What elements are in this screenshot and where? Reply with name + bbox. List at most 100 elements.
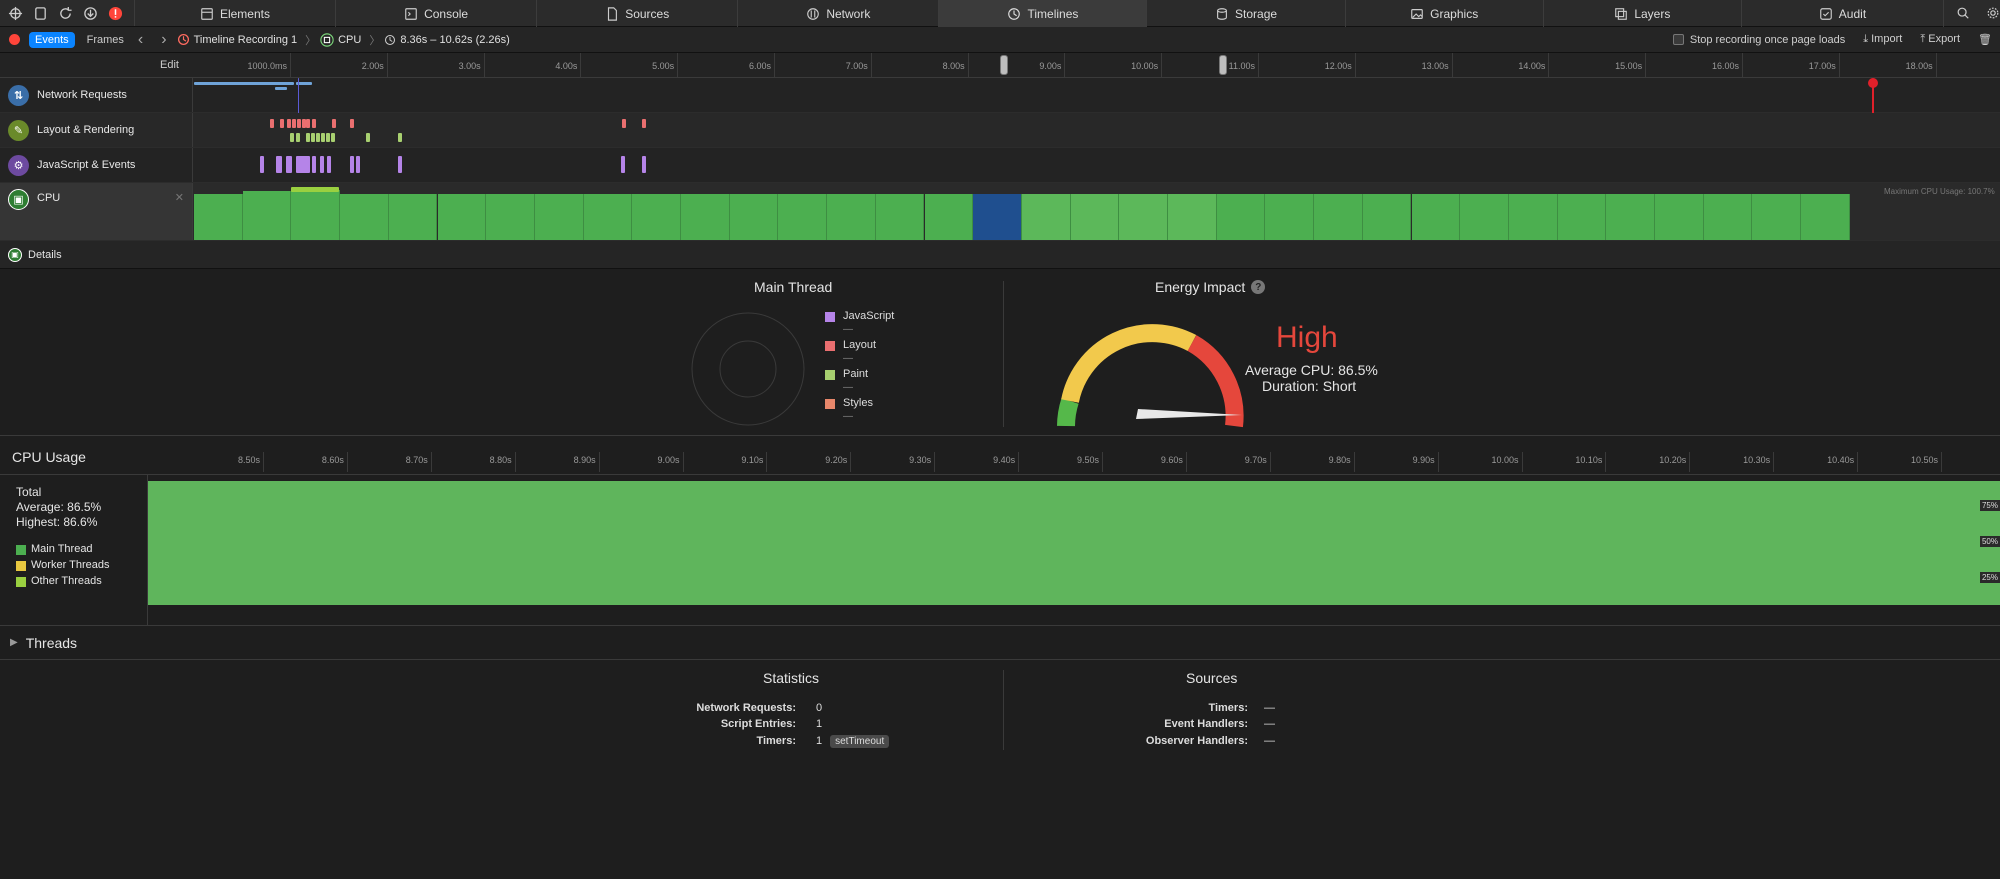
cpu-usage-bar[interactable] bbox=[681, 194, 730, 240]
cpu-usage-bar[interactable] bbox=[194, 194, 243, 240]
cpu-usage-bar[interactable] bbox=[1752, 194, 1802, 240]
cpu-usage-bar[interactable] bbox=[291, 190, 341, 240]
cpu-usage-bar[interactable] bbox=[924, 194, 974, 240]
details-header[interactable]: ▣ Details bbox=[0, 241, 2000, 269]
layout-event-mark[interactable] bbox=[306, 119, 310, 128]
layout-event-mark[interactable] bbox=[642, 119, 646, 128]
dock-icon[interactable] bbox=[33, 6, 48, 21]
javascript-event-mark[interactable] bbox=[260, 156, 264, 173]
layout-event-mark[interactable] bbox=[292, 119, 296, 128]
inspect-icon[interactable] bbox=[8, 6, 23, 21]
cpu-usage-bar[interactable] bbox=[973, 194, 1022, 240]
time-range[interactable]: 8.36s – 10.62s (2.26s) bbox=[400, 33, 510, 46]
network-request-bar[interactable] bbox=[194, 82, 294, 85]
network-request-bar[interactable] bbox=[275, 87, 287, 90]
paint-event-mark[interactable] bbox=[296, 133, 300, 142]
layout-event-mark[interactable] bbox=[622, 119, 626, 128]
cpu-usage-bar[interactable] bbox=[827, 194, 876, 240]
stop-recording-option[interactable]: Stop recording once page loads bbox=[1672, 34, 1845, 46]
tab-elements[interactable]: Elements bbox=[135, 0, 337, 27]
cpu-usage-bar[interactable] bbox=[340, 194, 389, 240]
network-request-bar[interactable] bbox=[296, 82, 312, 85]
javascript-event-mark[interactable] bbox=[350, 156, 354, 173]
row-network-requests[interactable]: ⇅ Network Requests bbox=[0, 78, 2000, 241]
cpu-usage-bar[interactable] bbox=[1314, 194, 1363, 240]
record-button[interactable] bbox=[9, 34, 20, 45]
edit-button[interactable]: Edit bbox=[160, 59, 179, 71]
layout-event-mark[interactable] bbox=[350, 119, 354, 128]
layout-event-mark[interactable] bbox=[302, 119, 306, 128]
cpu-usage-bar[interactable] bbox=[486, 194, 535, 240]
cpu-usage-bar[interactable] bbox=[778, 194, 828, 240]
cpu-usage-bar[interactable] bbox=[1070, 194, 1120, 240]
export-button[interactable]: ⤒ Export bbox=[1920, 33, 1961, 45]
paint-event-mark[interactable] bbox=[311, 133, 315, 142]
stop-recording-checkbox[interactable] bbox=[1672, 34, 1684, 46]
cpu-usage-bar[interactable] bbox=[1508, 194, 1558, 240]
trash-icon[interactable]: 🗑 bbox=[1978, 34, 1992, 46]
paint-event-mark[interactable] bbox=[290, 133, 294, 142]
tab-console[interactable]: Console bbox=[336, 0, 538, 27]
selection-start-handle[interactable] bbox=[1000, 55, 1008, 75]
cpu-usage-bar[interactable] bbox=[388, 194, 438, 240]
cpu-usage-bar[interactable] bbox=[1021, 194, 1071, 240]
cpu-usage-bar[interactable] bbox=[242, 191, 292, 240]
page-load-marker-head[interactable] bbox=[1868, 78, 1878, 88]
cpu-usage-bar[interactable] bbox=[1460, 194, 1509, 240]
close-icon[interactable]: ✕ bbox=[174, 192, 184, 204]
tab-layers[interactable]: Layers bbox=[1544, 0, 1742, 27]
cpu-usage-bar[interactable] bbox=[1606, 194, 1655, 240]
row-label-layout[interactable]: ✎ Layout & Rendering bbox=[0, 113, 193, 147]
back-arrow-icon[interactable]: ‹ bbox=[137, 30, 144, 48]
timeline-ruler[interactable]: Edit 1000.0ms 2.00s 3.00s 4.00s 5.00s 6.00s 7.… bbox=[0, 53, 2000, 78]
layout-event-mark[interactable] bbox=[297, 119, 301, 128]
javascript-event-mark[interactable] bbox=[296, 156, 310, 173]
javascript-event-mark[interactable] bbox=[312, 156, 316, 173]
cpu-usage-bar[interactable] bbox=[1119, 194, 1168, 240]
forward-arrow-icon[interactable]: › bbox=[161, 30, 167, 48]
recording-name[interactable]: Timeline Recording 1 bbox=[193, 33, 298, 46]
search-icon[interactable] bbox=[1956, 6, 1970, 20]
row-label-js[interactable]: ⚙ JavaScript & Events bbox=[0, 148, 193, 182]
cpu-usage-bar[interactable] bbox=[1216, 194, 1266, 240]
row-label-network[interactable]: ⇅ Network Requests bbox=[0, 78, 193, 112]
cpu-usage-bar[interactable] bbox=[1265, 194, 1315, 240]
javascript-event-mark[interactable] bbox=[398, 156, 402, 173]
paint-event-mark[interactable] bbox=[398, 133, 402, 142]
paint-event-mark[interactable] bbox=[321, 133, 325, 142]
paint-event-mark[interactable] bbox=[306, 133, 310, 142]
settimeout-badge[interactable]: setTimeout bbox=[830, 735, 890, 748]
row-layout-rendering[interactable]: ✎ Layout & Rendering bbox=[0, 113, 2000, 148]
cpu-usage-bar[interactable] bbox=[729, 194, 779, 240]
javascript-event-mark[interactable] bbox=[621, 156, 625, 173]
paint-event-mark[interactable] bbox=[316, 133, 320, 142]
javascript-event-mark[interactable] bbox=[320, 156, 324, 173]
cpu-usage-bar[interactable] bbox=[583, 194, 633, 240]
row-cpu[interactable]: ▣ CPU ✕ Maximum CPU Usage: 100.7% bbox=[0, 183, 2000, 241]
cpu-usage-bar[interactable] bbox=[632, 194, 681, 240]
row-javascript-events[interactable]: ⚙ JavaScript & Events bbox=[0, 148, 2000, 183]
tab-timelines[interactable]: Timelines bbox=[939, 0, 1148, 27]
javascript-event-mark[interactable] bbox=[276, 156, 282, 173]
cpu-usage-bar[interactable] bbox=[1362, 194, 1412, 240]
tab-network[interactable]: Network bbox=[738, 0, 940, 27]
javascript-event-mark[interactable] bbox=[286, 156, 292, 173]
cpu-usage-bar[interactable] bbox=[1557, 194, 1607, 240]
selection-end-handle[interactable] bbox=[1219, 55, 1227, 75]
threads-header[interactable]: ▶ Threads bbox=[0, 626, 2000, 660]
cpu-usage-bar[interactable] bbox=[875, 194, 925, 240]
paint-event-mark[interactable] bbox=[326, 133, 330, 142]
disclosure-triangle-icon[interactable]: ▶ bbox=[10, 637, 18, 648]
javascript-event-mark[interactable] bbox=[356, 156, 360, 173]
cpu-usage-bar[interactable] bbox=[1655, 194, 1704, 240]
cpu-usage-bar[interactable] bbox=[437, 194, 487, 240]
import-button[interactable]: ⤓ Import bbox=[1863, 33, 1903, 45]
tab-sources[interactable]: Sources bbox=[537, 0, 739, 27]
tab-audit[interactable]: Audit bbox=[1742, 0, 1945, 27]
cpu-usage-bar[interactable] bbox=[1801, 194, 1850, 240]
layout-event-mark[interactable] bbox=[287, 119, 291, 128]
layout-event-mark[interactable] bbox=[332, 119, 336, 128]
cpu-usage-bar[interactable] bbox=[1411, 194, 1461, 240]
events-toggle[interactable]: Events bbox=[29, 31, 75, 48]
cpu-usage-bar[interactable] bbox=[1168, 194, 1217, 240]
